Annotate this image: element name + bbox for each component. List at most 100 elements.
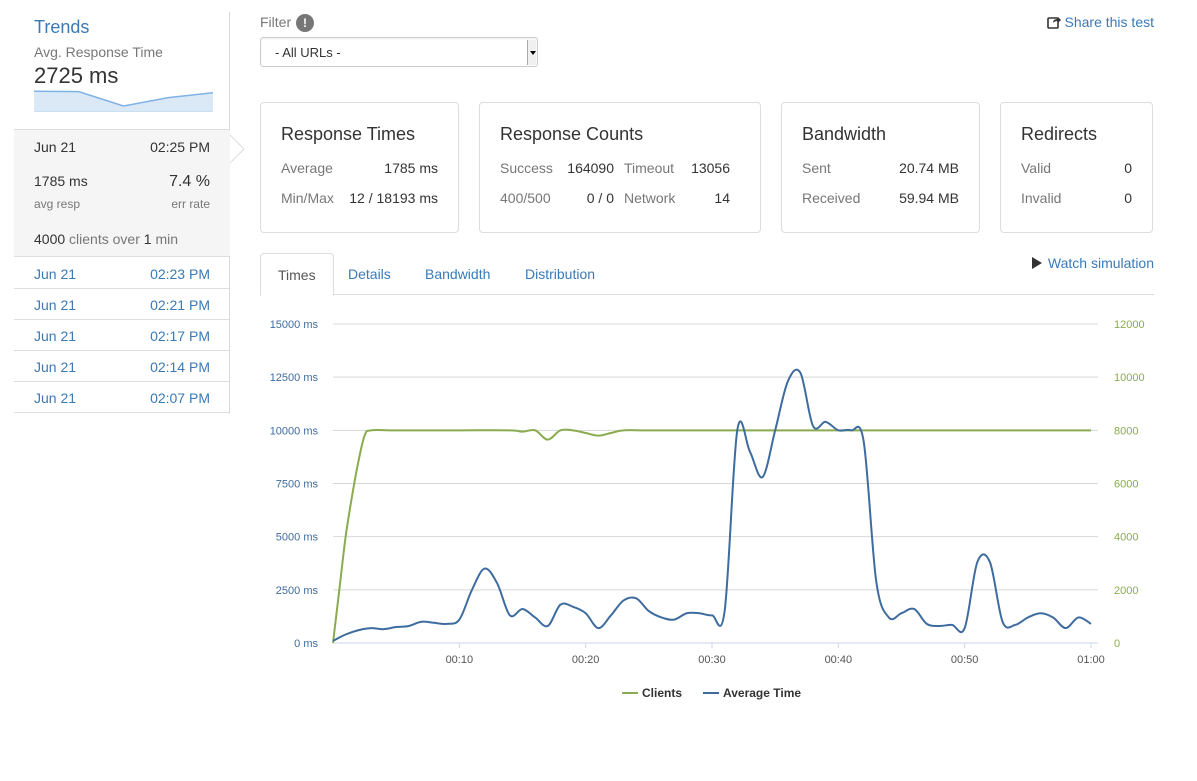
x-tick-label: 01:00: [1077, 654, 1105, 666]
run-item[interactable]: Jun 21 02:14 PM: [14, 351, 230, 382]
current-clients-summary: 4000 clients over 1 min: [34, 231, 178, 247]
network-label: Network: [624, 190, 676, 206]
y-right-tick-label: 8000: [1114, 425, 1138, 437]
timeout-value: 13056: [691, 160, 730, 176]
duration-unit: min: [155, 231, 178, 247]
response-time-chart: 0 ms 2500 ms 5000 ms 7500 ms 10000 ms 12500 m…: [270, 319, 1145, 700]
clients-series-line: [332, 428, 1091, 644]
filter-label: Filter: [260, 14, 292, 30]
chart-tabs: Times Details Bandwidth Distribution: [260, 253, 1154, 296]
received-value: 59.94 MB: [899, 190, 959, 206]
trend-sparkline: [34, 90, 213, 112]
watch-simulation-label[interactable]: Watch simulation: [1047, 255, 1154, 271]
http-errors-value: 0 / 0: [586, 190, 614, 206]
clients-count: 4000: [34, 231, 66, 247]
run-date[interactable]: Jun 21: [34, 328, 77, 344]
network-value: 14: [714, 190, 730, 206]
tab-bandwidth[interactable]: Bandwidth: [425, 266, 491, 282]
run-time[interactable]: 02:14 PM: [150, 359, 210, 375]
y-right-tick-label: 4000: [1114, 532, 1138, 544]
run-item[interactable]: Jun 21 02:17 PM: [14, 320, 230, 351]
chevron-down-icon[interactable]: [527, 40, 536, 65]
response-counts-card: Response Counts Success 164090 Timeout 1…: [479, 102, 761, 233]
received-label: Received: [802, 190, 861, 206]
avg-response-label: Avg. Response Time: [34, 44, 163, 60]
y-right-tick-label: 2000: [1114, 585, 1138, 597]
y-left-tick-label: 10000 ms: [270, 425, 319, 437]
share-test-label[interactable]: Share this test: [1064, 14, 1155, 30]
average-value: 1785 ms: [384, 160, 438, 176]
legend-clients: Clients: [622, 686, 682, 700]
sent-value: 20.74 MB: [899, 160, 959, 176]
x-tick-label: 00:20: [572, 654, 600, 666]
bandwidth-title: Bandwidth: [802, 124, 887, 144]
info-icon[interactable]: !: [296, 14, 314, 32]
success-label: Success: [500, 160, 553, 176]
y-left-tick-label: 15000 ms: [270, 319, 319, 331]
url-filter-value: - All URLs -: [275, 45, 341, 60]
run-date[interactable]: Jun 21: [34, 266, 77, 282]
y-left-tick-label: 12500 ms: [270, 372, 319, 384]
sparkline-line: [34, 90, 213, 107]
y-left-tick-label: 0 ms: [294, 638, 318, 650]
current-run-date: Jun 21: [34, 139, 77, 155]
url-filter-select[interactable]: - All URLs -: [260, 37, 538, 67]
share-test-link[interactable]: Share this test: [1046, 14, 1155, 30]
bandwidth-card: Bandwidth Sent 20.74 MB Received 59.94 M…: [781, 102, 980, 233]
trends-sidebar: Trends Avg. Response Time 2725 ms Jun 21…: [14, 12, 245, 414]
sent-label: Sent: [802, 160, 831, 176]
success-value: 164090: [567, 160, 614, 176]
x-tick-label: 00:10: [446, 654, 474, 666]
http-errors-label: 400/500: [500, 190, 551, 206]
y-right-tick-label: 10000: [1114, 372, 1145, 384]
avg-response-value: 2725 ms: [34, 63, 119, 88]
invalid-label: Invalid: [1021, 190, 1062, 206]
y-right-tick-label: 6000: [1114, 479, 1138, 491]
run-date[interactable]: Jun 21: [34, 359, 77, 375]
timeout-label: Timeout: [624, 160, 675, 176]
minmax-value: 12 / 18193 ms: [349, 190, 438, 206]
run-date[interactable]: Jun 21: [34, 297, 77, 313]
minmax-label: Min/Max: [281, 190, 334, 206]
redirects-title: Redirects: [1021, 124, 1098, 144]
x-tick-label: 00:30: [698, 654, 726, 666]
y-left-tick-label: 2500 ms: [276, 585, 319, 597]
valid-label: Valid: [1021, 160, 1052, 176]
run-date[interactable]: Jun 21: [34, 390, 77, 406]
play-icon: [1031, 257, 1042, 269]
legend-average-time: Average Time: [703, 686, 801, 700]
current-err-rate-label: err rate: [171, 197, 210, 211]
run-item[interactable]: Jun 21 02:23 PM: [14, 258, 230, 289]
tab-details[interactable]: Details: [348, 266, 391, 282]
tab-distribution[interactable]: Distribution: [525, 266, 596, 282]
y-right-tick-label: 0: [1114, 638, 1120, 650]
response-times-title: Response Times: [281, 124, 416, 144]
run-time[interactable]: 02:17 PM: [150, 328, 210, 344]
current-run-time: 02:25 PM: [150, 139, 210, 155]
clients-mid-text: clients over: [69, 231, 140, 247]
y-left-tick-label: 7500 ms: [276, 479, 319, 491]
average-time-series-line: [332, 368, 1092, 642]
run-time[interactable]: 02:07 PM: [150, 390, 210, 406]
run-time[interactable]: 02:23 PM: [150, 266, 210, 282]
watch-simulation-link[interactable]: Watch simulation: [1031, 255, 1154, 271]
legend-label: Clients: [642, 686, 682, 700]
legend-label: Average Time: [723, 686, 801, 700]
run-time[interactable]: 02:21 PM: [150, 297, 210, 313]
current-avg-resp-label: avg resp: [34, 197, 81, 211]
trends-title[interactable]: Trends: [34, 17, 90, 37]
sparkline-area: [34, 91, 213, 112]
invalid-value: 0: [1124, 190, 1132, 206]
current-run[interactable]: Jun 21 02:25 PM 1785 ms avg resp 7.4 % e…: [14, 129, 230, 257]
run-item[interactable]: Jun 21 02:07 PM: [14, 382, 230, 413]
response-counts-title: Response Counts: [500, 124, 644, 144]
run-list: Jun 21 02:23 PM Jun 21 02:21 PM Jun 21 02:1…: [14, 258, 230, 413]
average-label: Average: [281, 160, 333, 176]
x-tick-label: 00:40: [825, 654, 853, 666]
tab-times[interactable]: Times: [260, 253, 334, 296]
x-tick-label: 00:50: [951, 654, 979, 666]
run-item[interactable]: Jun 21 02:21 PM: [14, 289, 230, 320]
current-err-rate-value: 7.4 %: [169, 173, 210, 190]
response-times-card: Response Times Average 1785 ms Min/Max 1…: [260, 102, 459, 233]
y-right-tick-label: 12000: [1114, 319, 1145, 331]
